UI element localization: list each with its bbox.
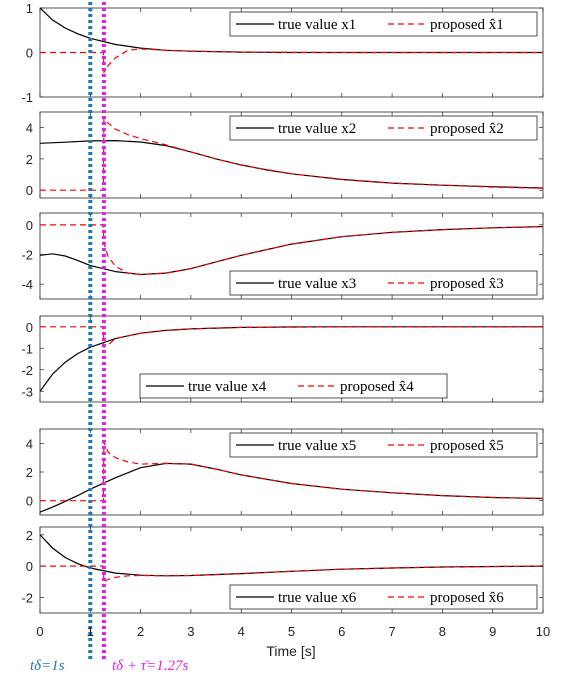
subplots: 1 0 -1 true value x1 proposed x̂1 4 2 0 true val… — [21, 1, 544, 614]
subplot-5: 4 2 0 true value x5 proposed x̂5 — [26, 428, 544, 516]
x-tick-label: 10 — [536, 624, 550, 639]
x-tick-label: 7 — [388, 624, 395, 639]
legend: true value x1 proposed x̂1 — [229, 11, 538, 37]
y-tick-label: 0 — [26, 46, 33, 61]
x-tick-label: 2 — [137, 624, 144, 639]
t-delta-label: tδ=1s — [30, 658, 65, 674]
y-tick-label: 1 — [26, 1, 33, 16]
y-tick-label: -4 — [21, 277, 33, 292]
true-series-line — [40, 462, 543, 513]
estimate-series-line — [40, 326, 543, 348]
x-tick-label: 4 — [238, 624, 245, 639]
y-tick-label: -2 — [21, 590, 33, 605]
legend-estimate-label: proposed x̂3 — [430, 276, 504, 292]
y-tick-label: -1 — [21, 341, 33, 356]
legend: true value x5 proposed x̂5 — [229, 432, 538, 458]
y-tick-label: 0 — [26, 494, 33, 509]
legend-box — [139, 373, 448, 399]
x-tick-label: 0 — [36, 624, 43, 639]
subplot-6: 2 0 -2 true value x6 proposed x̂6 — [21, 526, 544, 614]
legend-true-label: true value x6 — [278, 590, 357, 606]
x-tick-label: 3 — [187, 624, 194, 639]
y-tick-label: -1 — [21, 90, 33, 105]
x-tick-label: 6 — [338, 624, 345, 639]
x-tick-label: 1 — [87, 624, 94, 639]
legend-true-label: true value x5 — [278, 438, 356, 454]
y-tick-label: -3 — [21, 384, 33, 399]
y-tick-label: 4 — [26, 121, 33, 136]
legend-true-label: true value x4 — [188, 379, 267, 395]
y-tick-label: -2 — [21, 363, 33, 378]
x-tick-label: 5 — [288, 624, 295, 639]
legend: true value x6 proposed x̂6 — [229, 584, 538, 610]
legend: true value x3 proposed x̂3 — [229, 270, 538, 296]
y-tick-label: 0 — [26, 218, 33, 233]
legend-box — [229, 432, 538, 458]
subplot-2: 4 2 0 true value x2 proposed x̂2 — [26, 111, 544, 199]
y-tick-label: 2 — [26, 152, 33, 167]
subplot-4: 0 -1 -2 -3 true value x4 proposed x̂4 — [21, 315, 544, 403]
legend: true value x4 proposed x̂4 — [139, 373, 448, 399]
y-tick-label: 2 — [26, 465, 33, 480]
legend-box — [229, 115, 538, 141]
legend-true-label: true value x1 — [278, 17, 356, 33]
legend-estimate-label: proposed x̂2 — [430, 121, 504, 137]
event-lines — [88, 2, 106, 662]
legend-box — [229, 11, 538, 37]
legend-true-label: true value x3 — [278, 276, 356, 292]
subplot-1: 1 0 -1 true value x1 proposed x̂1 — [21, 1, 544, 105]
legend-box — [229, 270, 538, 296]
y-tick-label: 4 — [26, 436, 33, 451]
subplot-3: 0 -2 -4 true value x3 proposed x̂3 — [21, 212, 544, 300]
legend-true-label: true value x2 — [278, 121, 356, 137]
estimate-series-line — [40, 117, 543, 191]
time-axis: 0 1 2 3 4 5 6 7 8 9 10 — [36, 624, 550, 639]
legend-box — [229, 584, 538, 610]
x-tick-label: 9 — [489, 624, 496, 639]
estimate-series-line — [40, 224, 543, 276]
y-tick-label: 0 — [26, 320, 33, 335]
legend-estimate-label: proposed x̂4 — [340, 379, 414, 395]
y-tick-label: 0 — [26, 183, 33, 198]
t-delta-plus-tau-label: tδ + τ̄=1.27s — [112, 658, 189, 674]
legend: true value x2 proposed x̂2 — [229, 115, 538, 141]
y-tick-label: 2 — [26, 528, 33, 543]
true-series-line — [40, 326, 543, 392]
y-tick-label: -2 — [21, 248, 33, 263]
y-tick-label: 0 — [26, 559, 33, 574]
legend-estimate-label: proposed x̂5 — [430, 438, 504, 454]
x-axis-label: Time [s] — [266, 643, 315, 659]
legend-estimate-label: proposed x̂6 — [430, 590, 504, 606]
x-tick-label: 8 — [439, 624, 446, 639]
legend-estimate-label: proposed x̂1 — [430, 17, 504, 33]
